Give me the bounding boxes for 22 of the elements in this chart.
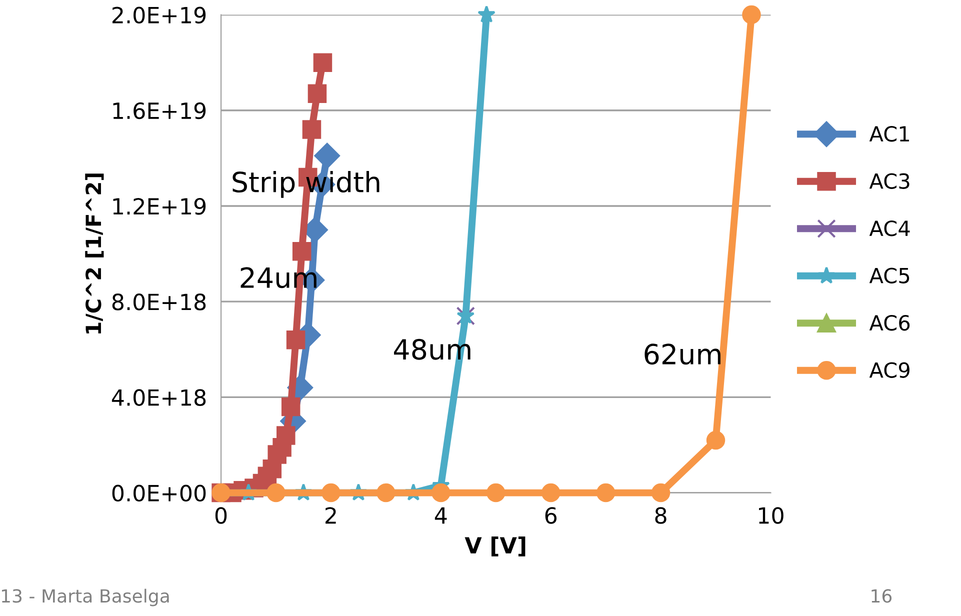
text: 13 - Marta Baselga bbox=[2, 588, 169, 606]
x-tick-label: 10 bbox=[759, 507, 784, 524]
text: 16 bbox=[872, 589, 892, 603]
x-tick-label: 4 bbox=[434, 507, 447, 524]
y-tick-label: 1.6E+19 bbox=[113, 102, 206, 120]
y-tick-label: 1.2E+19 bbox=[113, 198, 206, 215]
x-tick-label: 6 bbox=[545, 507, 557, 524]
y-tick-label: 0.0E+00 bbox=[112, 484, 206, 502]
y-tick-label: 4.0E+18 bbox=[112, 389, 206, 406]
legend-label: AC3 bbox=[869, 173, 910, 189]
y-tick-label: 8.0E+18 bbox=[112, 294, 206, 310]
y-tick-label: 2.0E+19 bbox=[112, 6, 206, 24]
x-tick-label: 2 bbox=[326, 507, 336, 524]
legend-label: AC4 bbox=[869, 220, 910, 236]
y-axis-title: 1/C^2 [1/F^2] bbox=[85, 174, 104, 334]
x-axis-title: V [V] bbox=[464, 536, 526, 556]
legend-label: AC9 bbox=[869, 362, 910, 378]
legend-label: AC1 bbox=[869, 126, 909, 142]
x-tick-label: 8 bbox=[655, 507, 666, 524]
x-tick-label: 0 bbox=[215, 507, 227, 524]
legend-label: AC6 bbox=[869, 314, 910, 331]
legend-label: AC5 bbox=[869, 268, 910, 284]
